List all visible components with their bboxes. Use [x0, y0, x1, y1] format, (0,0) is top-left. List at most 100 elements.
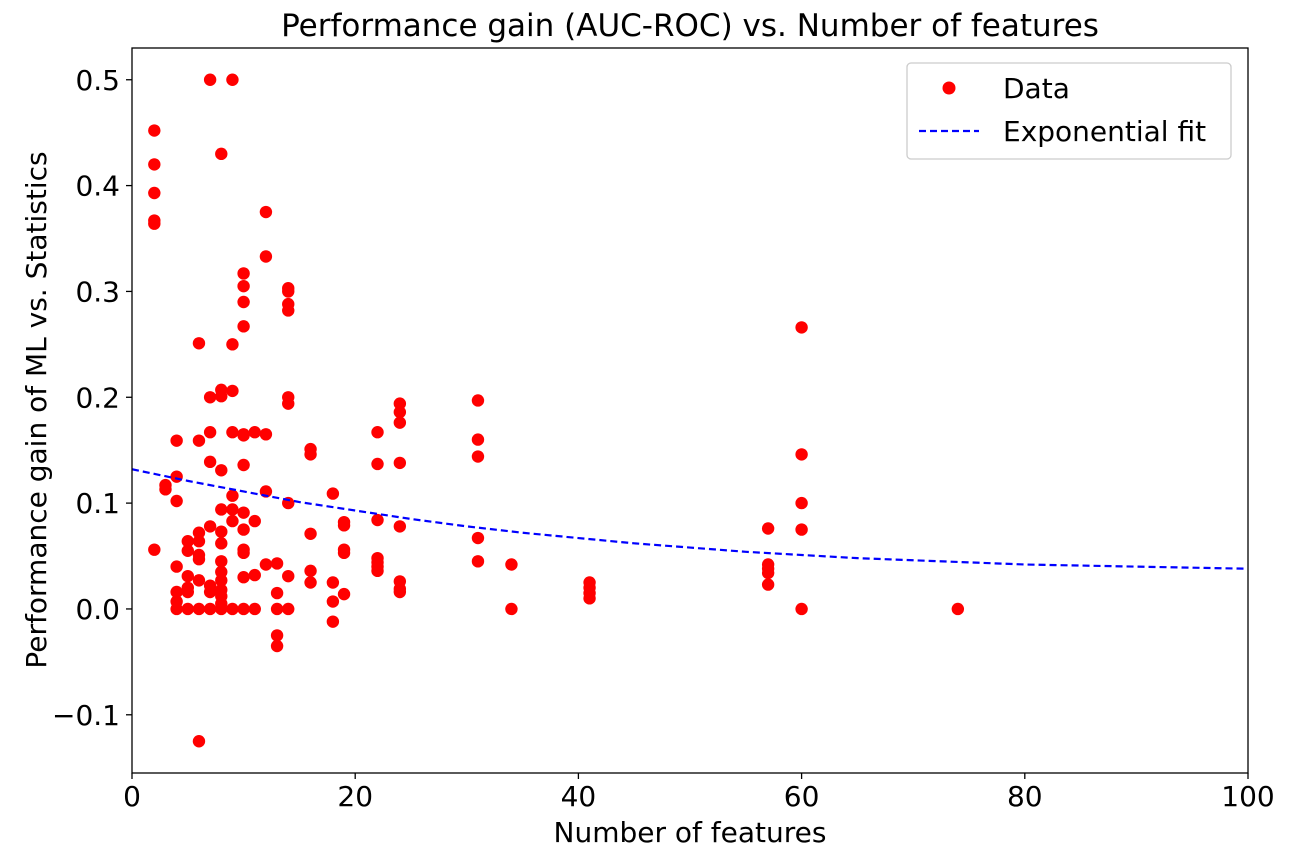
data-point — [795, 602, 808, 616]
data-point — [270, 557, 284, 570]
data-point — [181, 602, 194, 616]
data-point — [237, 267, 250, 280]
legend: Data Exponential fit — [906, 62, 1232, 160]
data-point — [371, 426, 384, 439]
data-point — [337, 519, 351, 532]
data-point — [471, 450, 485, 463]
y-tick-label: 0.2 — [75, 381, 120, 414]
data-point — [471, 433, 485, 446]
data-point — [226, 426, 239, 439]
data-point — [795, 321, 808, 334]
data-point — [226, 73, 239, 86]
data-point — [583, 592, 596, 605]
data-point — [282, 569, 295, 583]
data-point — [170, 434, 183, 447]
data-point — [505, 558, 518, 571]
x-tick-label: 20 — [337, 780, 373, 813]
data-point — [304, 527, 317, 540]
y-tick-label: 0.3 — [75, 275, 120, 308]
data-point — [181, 585, 194, 599]
data-point — [192, 337, 206, 350]
data-point — [203, 426, 217, 439]
data-point — [259, 205, 273, 219]
data-point — [226, 503, 239, 516]
data-point — [203, 520, 217, 533]
legend-label-data: Data — [1003, 72, 1070, 105]
data-point — [181, 569, 194, 583]
data-point — [148, 124, 161, 137]
data-point — [248, 602, 261, 616]
x-tick-label: 0 — [123, 780, 141, 813]
data-point — [148, 217, 161, 230]
data-point — [393, 520, 407, 533]
data-point — [393, 405, 407, 419]
data-point — [282, 285, 295, 298]
data-point — [192, 434, 206, 447]
data-point — [148, 158, 161, 171]
data-point — [192, 535, 206, 548]
data-point — [226, 338, 239, 351]
data-point — [259, 428, 273, 441]
data-point — [226, 514, 239, 528]
data-point — [371, 564, 384, 578]
data-point — [170, 470, 183, 483]
data-point — [192, 574, 206, 587]
data-point — [170, 494, 183, 508]
data-point — [304, 564, 317, 578]
data-point — [371, 457, 384, 471]
data-point — [215, 464, 228, 477]
data-point — [326, 615, 340, 628]
data-point — [226, 602, 239, 616]
data-point — [795, 448, 808, 461]
data-point — [170, 585, 183, 599]
data-point — [393, 456, 407, 470]
x-tick-label: 60 — [784, 780, 820, 813]
data-point — [471, 555, 485, 568]
data-point — [203, 73, 217, 86]
fit-line — [132, 468, 1248, 570]
data-point — [148, 543, 161, 556]
y-tick-label: 0.5 — [75, 64, 120, 97]
data-point — [337, 587, 351, 601]
data-point — [203, 391, 217, 404]
data-point — [270, 629, 284, 642]
data-point — [148, 186, 161, 200]
y-axis-label: Performance gain of ML vs. Statistics — [20, 151, 53, 668]
plot-frame — [131, 47, 1249, 774]
data-point — [237, 571, 250, 584]
data-point — [237, 279, 250, 293]
data-point — [215, 147, 228, 161]
data-point — [181, 544, 194, 557]
data-point — [371, 513, 384, 527]
data-point — [248, 426, 261, 439]
data-point — [270, 586, 284, 600]
data-point — [337, 546, 351, 560]
data-point — [170, 560, 183, 573]
data-point — [226, 384, 239, 398]
data-point — [215, 525, 228, 538]
data-point — [237, 320, 250, 333]
data-point — [259, 250, 273, 263]
data-point — [304, 576, 317, 589]
y-tick-label: 0.1 — [75, 487, 120, 520]
data-point — [237, 458, 250, 472]
data-point — [393, 585, 407, 599]
data-point — [192, 602, 206, 616]
data-point — [215, 503, 228, 516]
data-point — [282, 397, 295, 410]
data-point — [215, 555, 228, 568]
data-point — [326, 576, 340, 589]
data-point — [192, 735, 206, 748]
data-point — [159, 483, 172, 496]
legend-box — [906, 62, 1232, 160]
data-point — [181, 535, 194, 548]
data-point — [282, 304, 295, 317]
x-tick-label: 100 — [1221, 780, 1274, 813]
data-point — [326, 487, 340, 500]
data-point — [237, 295, 250, 309]
data-point — [326, 595, 340, 608]
data-point — [170, 602, 183, 616]
data-point — [192, 526, 206, 539]
plot-area — [132, 73, 1248, 748]
x-axis-ticks: 0 20 40 60 80 100 — [123, 773, 1275, 813]
